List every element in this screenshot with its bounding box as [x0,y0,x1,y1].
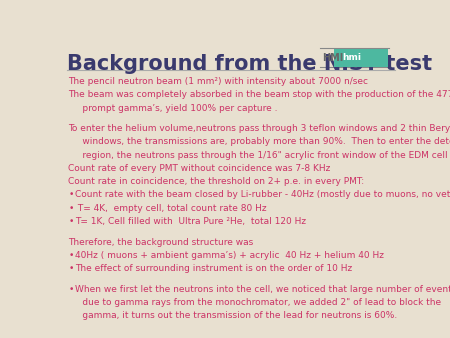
Text: •: • [68,285,74,294]
Text: •: • [68,217,74,226]
Text: Count rate of every PMT without coincidence was 7-8 KHz: Count rate of every PMT without coincide… [68,164,331,173]
Text: prompt gamma’s, yield 100% per capture .: prompt gamma’s, yield 100% per capture . [68,103,278,113]
Text: •: • [68,264,74,273]
Text: 40Hz ( muons + ambient gamma’s) + acrylic  40 Hz + helium 40 Hz: 40Hz ( muons + ambient gamma’s) + acryli… [76,251,384,260]
Text: hmi: hmi [342,53,361,62]
Text: T= 1K, Cell filled with  Ultra Pure ²He,  total 120 Hz: T= 1K, Cell filled with Ultra Pure ²He, … [76,217,306,226]
Text: Therefore, the background structure was: Therefore, the background structure was [68,238,254,247]
Text: The beam was completely absorbed in the beam stop with the production of the 477: The beam was completely absorbed in the … [68,90,450,99]
Text: Count rate in coincidence, the threshold on 2+ p.e. in every PMT:: Count rate in coincidence, the threshold… [68,177,364,186]
Text: •: • [68,251,74,260]
Text: due to gamma rays from the monochromator, we added 2" of lead to block the: due to gamma rays from the monochromator… [68,298,441,307]
Text: region, the neutrons pass through the 1/16" acrylic front window of the EDM cell: region, the neutrons pass through the 1/… [68,151,448,160]
Text: The pencil neutron beam (1 mm²) with intensity about 7000 n/sec: The pencil neutron beam (1 mm²) with int… [68,77,369,86]
Text: The effect of surrounding instrument is on the order of 10 Hz: The effect of surrounding instrument is … [76,264,353,273]
Text: T= 4K,  empty cell, total count rate 80 Hz: T= 4K, empty cell, total count rate 80 H… [76,204,267,213]
Text: Count rate with the beam closed by Li-rubber - 40Hz (mostly due to muons, no vet: Count rate with the beam closed by Li-ru… [76,191,450,199]
Text: windows, the transmissions are, probably more than 90%.  Then to enter the detec: windows, the transmissions are, probably… [68,137,450,146]
Text: •: • [68,204,74,213]
Text: When we first let the neutrons into the cell, we noticed that large number of ev: When we first let the neutrons into the … [76,285,450,294]
Text: •: • [68,191,74,199]
Text: Background from the NIST test: Background from the NIST test [67,54,432,74]
Text: HMI: HMI [322,53,343,63]
FancyBboxPatch shape [333,49,387,67]
Text: gamma, it turns out the transmission of the lead for neutrons is 60%.: gamma, it turns out the transmission of … [68,311,398,320]
Text: To enter the helium volume,neutrons pass through 3 teflon windows and 2 thin Ber: To enter the helium volume,neutrons pass… [68,124,450,133]
